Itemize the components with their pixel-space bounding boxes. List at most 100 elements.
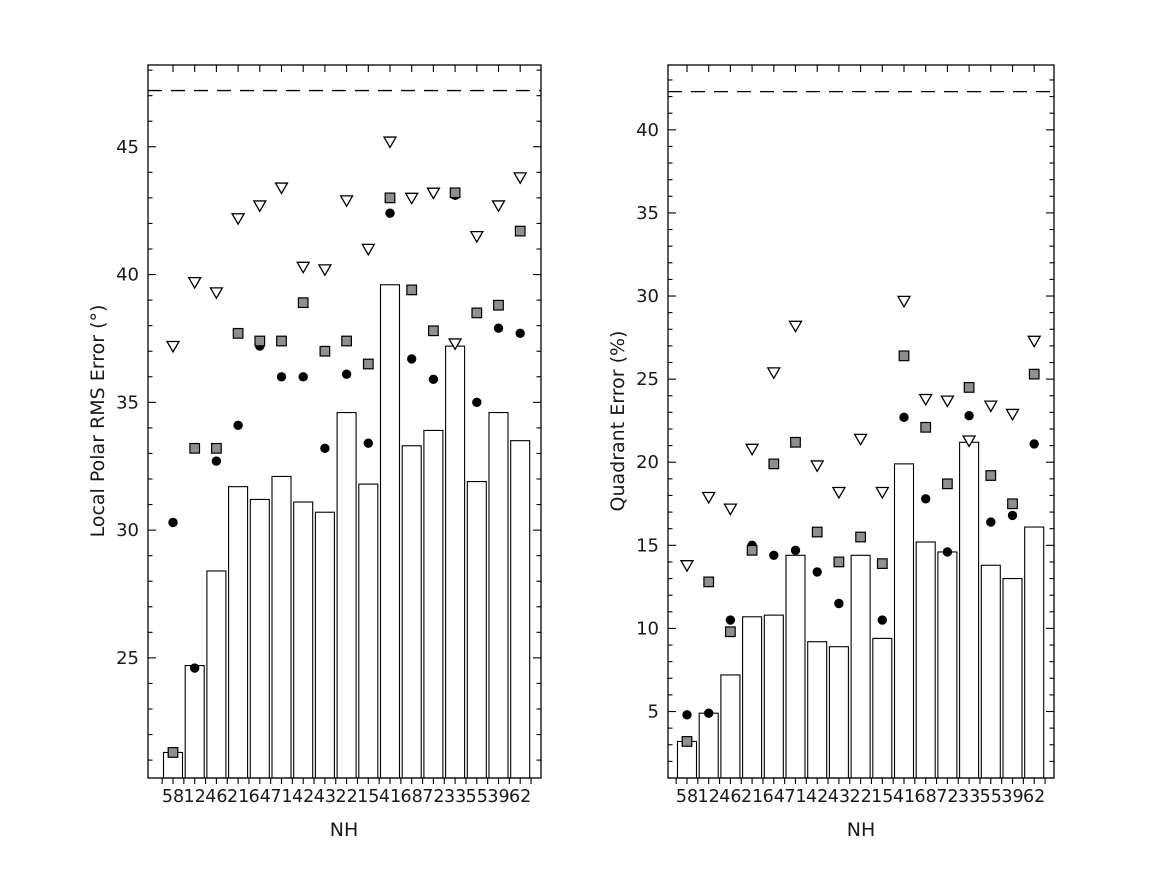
x-tick-label: 39 <box>1001 787 1023 807</box>
bar <box>271 475 292 779</box>
bar <box>698 712 719 779</box>
bar <box>401 445 422 779</box>
triangle-marker <box>426 187 441 200</box>
y-tick-label: 45 <box>116 137 139 158</box>
y-tick-label: 25 <box>116 648 139 669</box>
x-tick-label: 72 <box>936 787 958 807</box>
circle-marker <box>298 372 308 382</box>
bar <box>184 665 205 779</box>
y-tick-label: 40 <box>116 265 139 286</box>
square-marker <box>681 736 693 747</box>
triangle-marker <box>339 195 354 208</box>
triangle-marker <box>766 367 781 380</box>
triangle-marker <box>831 486 847 500</box>
y-tick-label: 30 <box>116 520 139 541</box>
square-marker <box>428 325 439 337</box>
bar <box>379 284 401 779</box>
triangle-marker <box>853 433 868 447</box>
x-tick-label: 21 <box>227 787 249 807</box>
bar <box>785 554 806 779</box>
bar <box>466 481 487 779</box>
bar <box>720 674 741 779</box>
circle-marker <box>276 372 287 382</box>
circle-marker <box>385 208 395 218</box>
bar <box>980 564 1001 779</box>
triangle-marker <box>274 182 289 195</box>
square-marker <box>449 187 461 199</box>
square-marker <box>319 345 331 357</box>
bar <box>1024 526 1045 779</box>
x-tick-label: 12 <box>184 787 206 807</box>
circle-marker <box>704 708 714 718</box>
bar <box>206 570 227 779</box>
triangle-marker <box>679 560 695 573</box>
triangle-marker <box>230 213 246 226</box>
bar <box>828 646 849 779</box>
triangle-marker <box>447 338 463 351</box>
triangle-marker <box>361 243 376 257</box>
right-x-axis-label: NH <box>847 819 876 841</box>
x-tick-label: 33 <box>444 787 466 807</box>
bar <box>915 541 936 779</box>
triangle-marker <box>788 320 803 334</box>
circle-marker <box>341 369 352 379</box>
triangle-marker <box>961 435 977 448</box>
circle-marker <box>472 397 482 408</box>
x-tick-label: 46 <box>205 787 227 807</box>
circle-marker <box>790 545 801 556</box>
x-tick-label: 22 <box>849 787 871 807</box>
bar <box>763 614 784 779</box>
circle-marker <box>407 354 417 364</box>
square-marker <box>254 335 266 347</box>
square-marker <box>362 358 374 370</box>
square-marker <box>211 442 222 454</box>
square-marker <box>232 327 244 339</box>
y-tick-label: 25 <box>636 369 659 390</box>
bar <box>937 551 958 779</box>
x-tick-label: 68 <box>915 787 937 807</box>
x-tick-label: 58 <box>162 787 184 807</box>
square-marker <box>833 556 845 568</box>
y-tick-label: 20 <box>636 452 659 473</box>
bar <box>423 429 444 779</box>
square-marker <box>703 576 715 588</box>
plot-border <box>667 64 1055 779</box>
x-tick-label: 71 <box>784 787 806 807</box>
square-marker <box>384 192 396 204</box>
triangle-marker <box>1027 335 1042 348</box>
triangle-marker <box>744 443 760 457</box>
circle-marker <box>363 438 373 448</box>
triangle-marker <box>723 503 738 516</box>
square-marker <box>167 747 179 758</box>
x-tick-label: 41 <box>379 787 401 807</box>
x-tick-label: 58 <box>676 787 698 807</box>
x-tick-label: 71 <box>270 787 292 807</box>
circle-marker <box>899 412 909 423</box>
square-marker <box>855 531 866 543</box>
x-tick-label: 72 <box>422 787 444 807</box>
triangle-marker <box>701 491 716 505</box>
x-tick-label: 62 <box>509 787 531 807</box>
x-tick-label: 46 <box>719 787 741 807</box>
triangle-marker <box>983 400 998 413</box>
x-tick-label: 22 <box>335 787 357 807</box>
x-tick-label: 43 <box>828 787 850 807</box>
circle-marker <box>233 420 243 431</box>
circle-marker <box>942 547 953 557</box>
bar <box>1002 578 1023 779</box>
triangle-marker <box>165 340 181 354</box>
circle-marker <box>921 494 931 504</box>
triangle-marker <box>940 395 955 408</box>
x-tick-label: 42 <box>292 787 314 807</box>
triangle-marker <box>918 393 933 407</box>
circle-marker <box>428 374 439 385</box>
square-marker <box>920 421 932 433</box>
y-tick-label: 30 <box>636 286 659 307</box>
y-tick-label: 35 <box>636 203 659 224</box>
bar <box>807 641 828 779</box>
triangle-marker <box>404 192 419 205</box>
square-marker <box>341 335 352 347</box>
